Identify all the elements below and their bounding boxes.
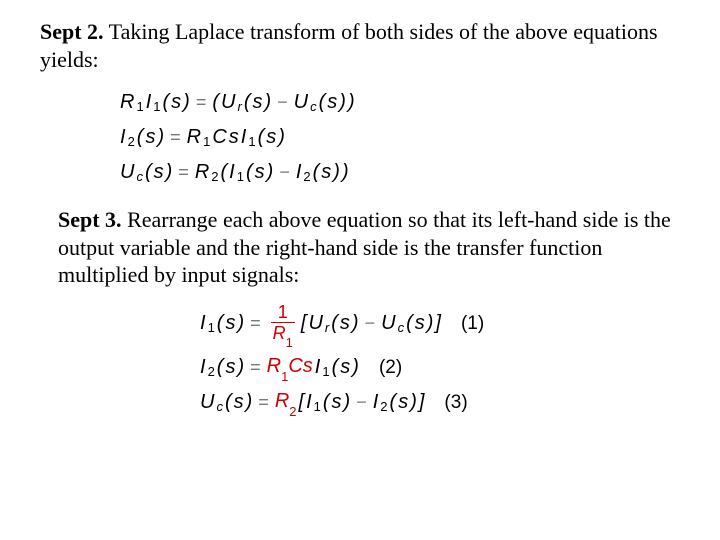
tf-2: R1Cs xyxy=(267,355,313,380)
step3-text: Rearrange each above equation so that it… xyxy=(58,207,671,287)
eqnum-3: (3) xyxy=(444,392,467,414)
step2-para: Sept 2. Taking Laplace transform of both… xyxy=(40,18,680,73)
eq-s2-3: Uc(s) = R2(I1(s) − I2(s)) xyxy=(40,161,680,184)
eq-s3-1: I1(s) = 1 R1 [Ur(s) − Uc(s)] (1) xyxy=(40,303,680,346)
eq-s3-3-content: Uc(s) = R2 [I1(s) − I2(s)] (3) xyxy=(200,390,680,415)
step3-para: Sept 3. Rearrange each above equation so… xyxy=(40,206,680,289)
eqnum-2: (2) xyxy=(379,357,402,379)
eq-s3-2-content: I2(s) = R1Cs I1(s) (2) xyxy=(200,355,680,380)
tf-1: 1 R1 xyxy=(267,303,299,346)
eq-s2-2-content: I2(s) = R1CsI1(s) xyxy=(120,126,680,149)
step2-label: Sept 2. xyxy=(40,19,104,44)
eq-s2-3-content: Uc(s) = R2(I1(s) − I2(s)) xyxy=(120,161,680,184)
eq-s2-1-content: R1I1(s) = (Ur(s) − Uc(s)) xyxy=(120,91,680,114)
eq-s3-3: Uc(s) = R2 [I1(s) − I2(s)] (3) xyxy=(40,390,680,415)
eq-s3-1-content: I1(s) = 1 R1 [Ur(s) − Uc(s)] (1) xyxy=(200,303,680,346)
eq-s2-1: R1I1(s) = (Ur(s) − Uc(s)) xyxy=(40,91,680,114)
tf-3: R2 xyxy=(275,390,297,415)
step2-text: Taking Laplace transform of both sides o… xyxy=(40,19,658,72)
eq-s2-2: I2(s) = R1CsI1(s) xyxy=(40,126,680,149)
fraction-icon: 1 R1 xyxy=(271,303,295,346)
eqnum-1: (1) xyxy=(461,313,484,335)
step3-label: Sept 3. xyxy=(58,207,122,232)
eq-s3-2: I2(s) = R1Cs I1(s) (2) xyxy=(40,355,680,380)
